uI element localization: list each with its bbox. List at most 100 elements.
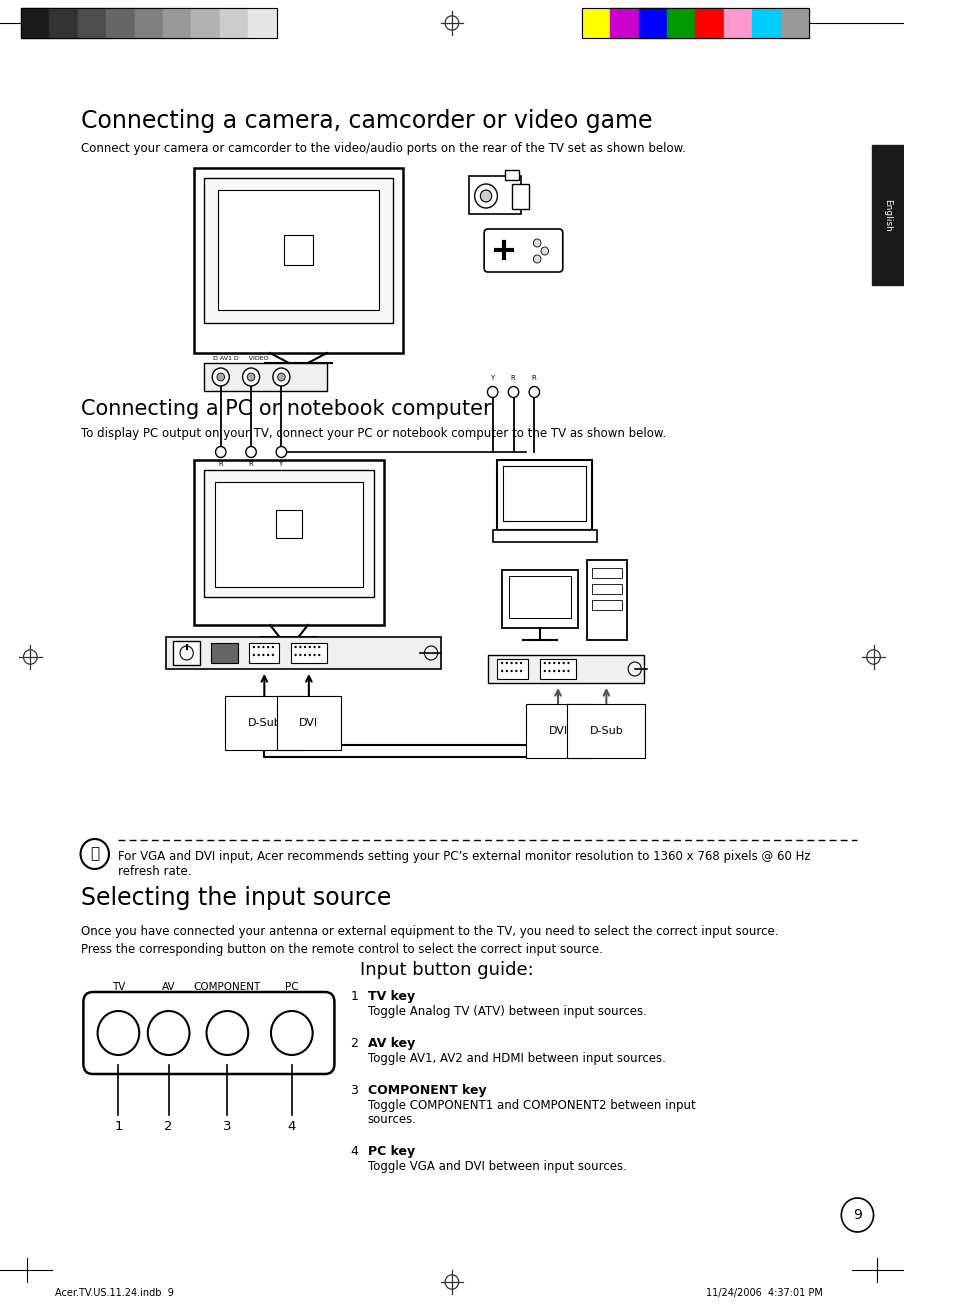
- FancyBboxPatch shape: [83, 992, 335, 1074]
- Text: TV: TV: [112, 982, 125, 992]
- Bar: [194, 168, 402, 353]
- Text: 4: 4: [287, 1120, 295, 1133]
- Circle shape: [304, 654, 306, 656]
- Bar: [291, 643, 327, 664]
- Circle shape: [314, 645, 315, 648]
- Circle shape: [508, 386, 518, 398]
- Circle shape: [309, 654, 311, 656]
- Text: R: R: [531, 374, 536, 381]
- Circle shape: [262, 654, 264, 656]
- Bar: [487, 654, 643, 683]
- Circle shape: [246, 447, 256, 457]
- Bar: [511, 184, 528, 209]
- Bar: [192, 8, 219, 38]
- Circle shape: [543, 670, 545, 673]
- Bar: [638, 8, 666, 38]
- Circle shape: [242, 368, 259, 386]
- Text: Toggle AV1, AV2 and HDMI between input sources.: Toggle AV1, AV2 and HDMI between input s…: [367, 1053, 665, 1066]
- Text: To display PC output on your TV, connect your PC or notebook computer to the TV : To display PC output on your TV, connect…: [80, 427, 665, 440]
- Text: AV: AV: [162, 982, 175, 992]
- Bar: [592, 583, 621, 594]
- Text: TV key: TV key: [367, 989, 415, 1003]
- Bar: [77, 8, 106, 38]
- Circle shape: [510, 662, 512, 664]
- Circle shape: [548, 670, 550, 673]
- Bar: [497, 460, 592, 530]
- Text: Connecting a PC or notebook computer: Connecting a PC or notebook computer: [80, 399, 491, 419]
- Bar: [469, 176, 520, 214]
- Text: DVI: DVI: [548, 727, 567, 736]
- Circle shape: [533, 239, 540, 247]
- Bar: [581, 8, 610, 38]
- Circle shape: [500, 662, 503, 664]
- Circle shape: [299, 645, 301, 648]
- Circle shape: [314, 654, 315, 656]
- Text: AV key: AV key: [367, 1037, 415, 1050]
- Text: sources.: sources.: [367, 1113, 416, 1126]
- Text: English: English: [882, 198, 891, 231]
- Circle shape: [271, 1010, 313, 1055]
- Circle shape: [267, 645, 269, 648]
- Circle shape: [309, 645, 311, 648]
- Text: 2: 2: [164, 1120, 172, 1133]
- Circle shape: [505, 670, 508, 673]
- Circle shape: [562, 670, 564, 673]
- Circle shape: [80, 840, 109, 869]
- FancyBboxPatch shape: [483, 229, 562, 272]
- Circle shape: [267, 654, 269, 656]
- Circle shape: [548, 662, 550, 664]
- Circle shape: [317, 654, 320, 656]
- Circle shape: [567, 662, 569, 664]
- Text: COMPONENT: COMPONENT: [193, 982, 261, 992]
- Bar: [592, 600, 621, 610]
- Bar: [204, 470, 374, 597]
- Bar: [539, 660, 576, 679]
- Text: D-Sub: D-Sub: [589, 727, 622, 736]
- Circle shape: [558, 670, 559, 673]
- Circle shape: [553, 662, 555, 664]
- Bar: [50, 8, 77, 38]
- Text: D AV1 D     VIDEO: D AV1 D VIDEO: [213, 356, 269, 361]
- Bar: [502, 466, 586, 520]
- Text: Selecting the input source: Selecting the input source: [80, 886, 391, 911]
- Bar: [592, 568, 621, 578]
- Circle shape: [567, 670, 569, 673]
- Circle shape: [540, 247, 548, 255]
- Bar: [194, 460, 383, 625]
- Circle shape: [257, 654, 259, 656]
- Text: D-Sub: D-Sub: [247, 717, 281, 728]
- Circle shape: [212, 368, 229, 386]
- Circle shape: [500, 670, 503, 673]
- Circle shape: [273, 368, 290, 386]
- Bar: [871, 145, 902, 285]
- Text: COMPONENT key: COMPONENT key: [367, 1084, 486, 1097]
- Text: PC key: PC key: [367, 1144, 415, 1158]
- Circle shape: [299, 654, 301, 656]
- Bar: [723, 8, 752, 38]
- Text: Connecting a camera, camcorder or video game: Connecting a camera, camcorder or video …: [80, 109, 651, 133]
- Text: 11/24/2006  4:37:01 PM: 11/24/2006 4:37:01 PM: [705, 1288, 821, 1298]
- Bar: [501, 570, 578, 628]
- Circle shape: [533, 255, 540, 263]
- Circle shape: [148, 1010, 190, 1055]
- Bar: [248, 8, 276, 38]
- Bar: [173, 641, 200, 665]
- Text: For VGA and DVI input, Acer recommends setting your PC’s external monitor resolu: For VGA and DVI input, Acer recommends s…: [118, 850, 810, 878]
- Bar: [508, 576, 571, 618]
- Circle shape: [215, 447, 226, 457]
- Text: 4: 4: [350, 1144, 358, 1158]
- Text: PC: PC: [285, 982, 298, 992]
- Circle shape: [505, 662, 508, 664]
- Bar: [752, 8, 780, 38]
- Bar: [217, 191, 378, 310]
- Text: Toggle COMPONENT1 and COMPONENT2 between input: Toggle COMPONENT1 and COMPONENT2 between…: [367, 1099, 695, 1112]
- Bar: [581, 8, 808, 38]
- Text: 2: 2: [350, 1037, 358, 1050]
- Text: ⓘ: ⓘ: [91, 846, 99, 862]
- Bar: [275, 510, 302, 537]
- Circle shape: [480, 191, 491, 202]
- Bar: [214, 482, 362, 587]
- Circle shape: [275, 447, 286, 457]
- Text: 1: 1: [350, 989, 358, 1003]
- Bar: [666, 8, 695, 38]
